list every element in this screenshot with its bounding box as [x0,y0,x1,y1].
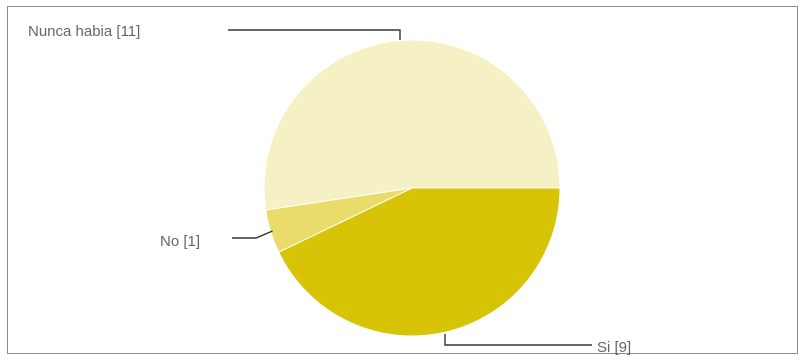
leader-line-si [444,334,592,346]
pie-slice-nunca-habia [263,39,561,211]
slice-label-no: No [1] [160,233,200,250]
pie-slice-si [277,187,561,337]
leader-line-no [232,230,273,239]
slice-label-si: Si [9] [597,339,631,356]
leader-line-nunca-habia [228,29,401,40]
slice-label-nunca-habia: Nunca habia [11] [28,23,140,40]
